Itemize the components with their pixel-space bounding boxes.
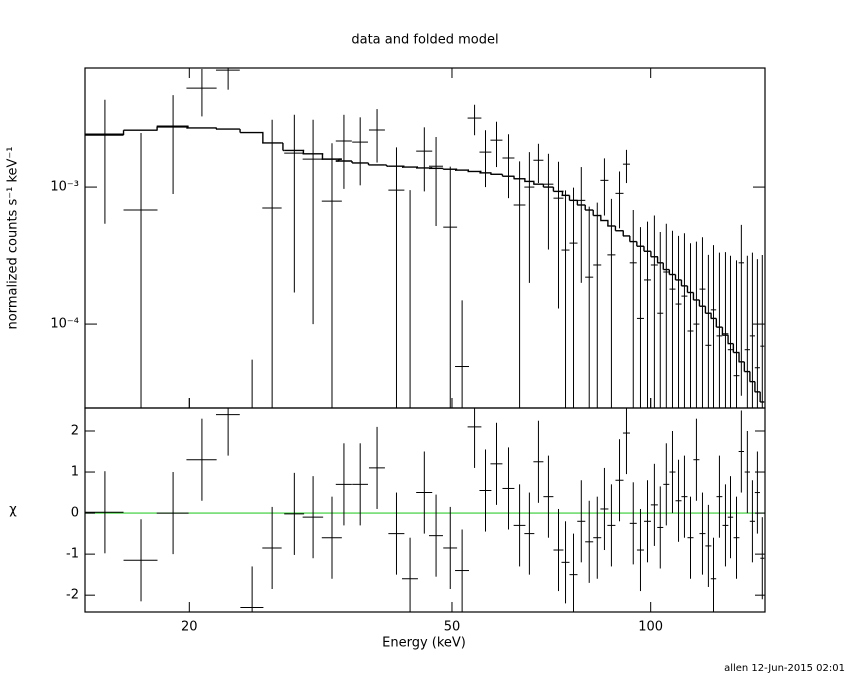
axes: 20 50 100 10⁻⁴ 10⁻³ -2 -1 0 1 2 (50, 68, 765, 635)
bottom-plot-area (85, 408, 765, 612)
x-tick-label: 20 (181, 620, 198, 635)
y-tick-label: 2 (71, 423, 79, 438)
top-frame (84, 67, 766, 409)
y-tick-label: 0 (71, 506, 79, 521)
x-axis-label: Energy (keV) (382, 636, 466, 651)
y-tick-label: 10⁻⁴ (50, 317, 79, 332)
top-plot-area (85, 68, 765, 408)
y-tick-label: 1 (71, 465, 79, 480)
y-tick-label: 10⁻³ (50, 180, 79, 195)
bottom-frame (84, 407, 766, 613)
y-tick-label: -2 (66, 588, 79, 603)
y-axis-label: normalized counts s⁻¹ keV⁻¹ (6, 147, 21, 330)
y-axis-label: χ (9, 503, 17, 518)
footer: allen 12-Jun-2015 02:01 (724, 663, 845, 674)
chart-title: data and folded model (351, 33, 498, 48)
y-tick-label: -1 (66, 547, 79, 562)
x-tick-label: 50 (444, 620, 461, 635)
x-tick-label: 100 (638, 620, 663, 635)
